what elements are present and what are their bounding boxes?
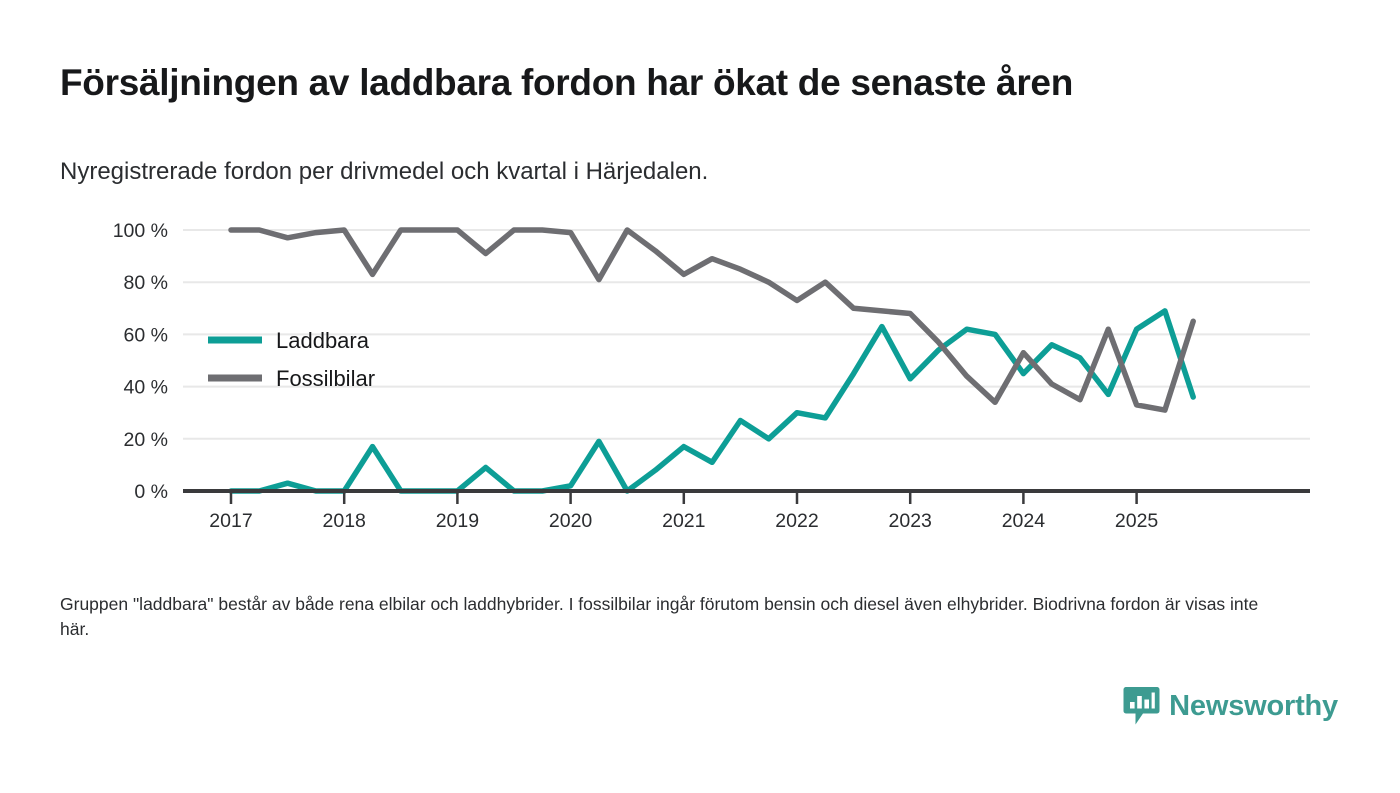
legend-label: Fossilbilar (276, 366, 375, 391)
newsworthy-logo[interactable]: Newsworthy (1123, 686, 1338, 726)
series-line-fossilbilar (228, 227, 1196, 413)
x-axis-tick-label: 2019 (436, 510, 479, 532)
bar-chart-speech-bubble-icon (1123, 687, 1160, 725)
chart-subtitle: Nyregistrerade fordon per drivmedel och … (60, 158, 709, 185)
newsworthy-logo-text: Newsworthy (1169, 689, 1338, 722)
x-axis-tick-label: 2020 (549, 510, 593, 532)
legend-label: Laddbara (276, 328, 370, 353)
chart-footnote: Gruppen "laddbara" består av både rena e… (60, 594, 1259, 639)
y-axis-tick-label: 20 % (124, 429, 168, 451)
x-axis-tick-label: 2022 (775, 510, 818, 532)
y-axis-tick-label: 80 % (124, 272, 168, 294)
x-axis-tick-label: 2021 (662, 510, 705, 532)
x-axis-tick-label: 2025 (1115, 510, 1159, 532)
line-chart-svg: 0 % 20 % 40 % 60 % 80 % 100 % 2017 2018 2019 2020… (113, 220, 1310, 532)
y-axis-tick-label: 60 % (124, 324, 168, 346)
series-line-laddbara (228, 308, 1196, 494)
y-axis-tick-label: 0 % (134, 481, 168, 503)
y-axis-tick-label: 40 % (124, 377, 168, 399)
page-title: Försäljningen av laddbara fordon har öka… (60, 62, 1074, 103)
chart-plot-area: 0 % 20 % 40 % 60 % 80 % 100 % 2017 2018 2019 2020… (0, 200, 1400, 540)
y-axis-tick-label: 100 % (113, 220, 168, 242)
x-axis-tick-label: 2023 (889, 510, 932, 532)
chart-legend: Laddbara Fossilbilar (208, 328, 375, 391)
x-axis-tick-label: 2017 (209, 510, 252, 532)
x-axis-tick-label: 2024 (1002, 510, 1046, 532)
x-axis-tick-label: 2018 (323, 510, 366, 532)
